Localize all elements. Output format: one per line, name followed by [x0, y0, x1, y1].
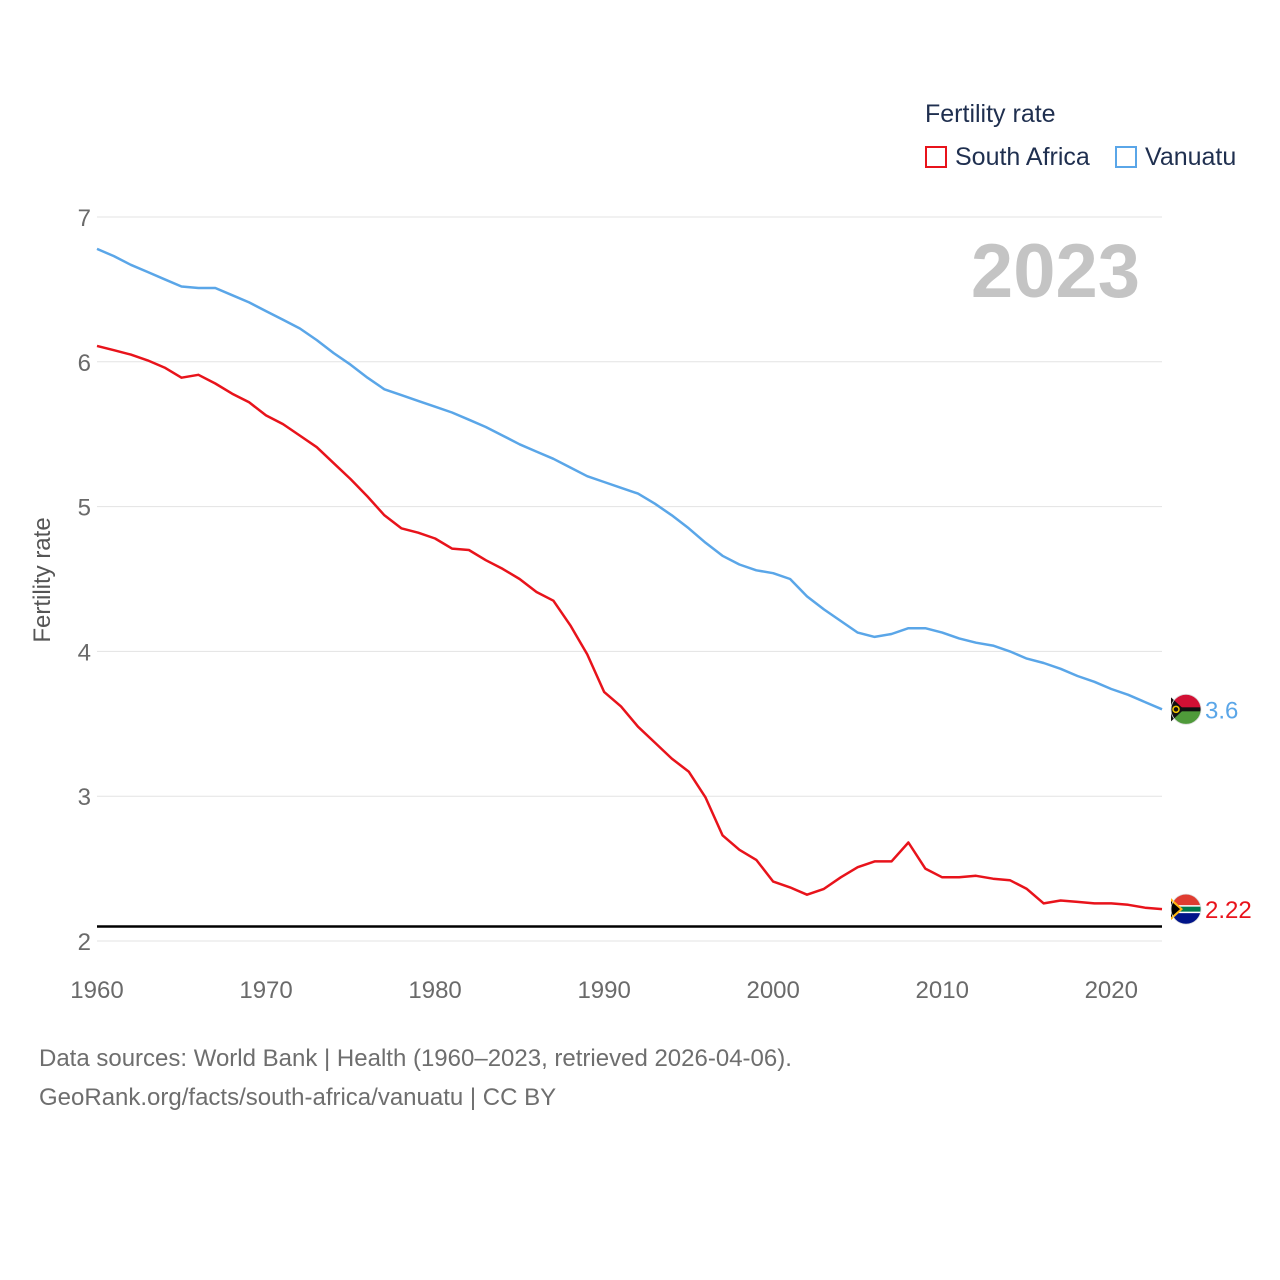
series-end-markers: 2.22 3.6 [1170, 693, 1252, 925]
y-axis-label: Fertility rate [29, 517, 56, 643]
legend-swatch-vanuatu [1115, 146, 1137, 168]
legend-label-south-africa: South Africa [955, 142, 1090, 171]
x-tick-label-1990: 1990 [577, 977, 630, 1004]
x-tick-label-1970: 1970 [239, 977, 292, 1004]
end-value-label-vanuatu: 3.6 [1205, 697, 1238, 724]
flag-icon-south-africa [1170, 893, 1202, 925]
x-tick-label-1960: 1960 [70, 977, 123, 1004]
footer-sources: Data sources: World Bank | Health (1960–… [39, 1045, 792, 1072]
footer-credit[interactable]: GeoRank.org/facts/south-africa/vanuatu |… [39, 1084, 557, 1111]
y-tick-label-6: 6 [78, 350, 91, 377]
series-lines [96, 247, 1163, 911]
gridlines [97, 216, 1162, 942]
y-tick-label-4: 4 [78, 639, 91, 666]
flag-icon-vanuatu [1170, 693, 1202, 725]
year-label: 2023 [970, 229, 1140, 314]
y-tick-label-7: 7 [78, 205, 91, 232]
y-tick-label-2: 2 [78, 929, 91, 956]
x-tick-label-2010: 2010 [916, 977, 969, 1004]
y-tick-label-5: 5 [78, 495, 91, 522]
x-tick-label-2020: 2020 [1085, 977, 1138, 1004]
legend-title: Fertility rate [925, 100, 1056, 128]
legend-swatch-south-africa [925, 146, 947, 168]
legend-item-south-africa[interactable]: South Africa [925, 141, 1090, 173]
legend-item-vanuatu[interactable]: Vanuatu [1115, 141, 1236, 173]
y-axis-ticks: 2 3 4 5 6 7 [78, 205, 91, 956]
end-value-label-south-africa: 2.22 [1205, 897, 1252, 924]
series-line-vanuatu [96, 247, 1163, 711]
x-axis-ticks: 1960 1970 1980 1990 2000 2010 2020 [70, 977, 1138, 1004]
series-line-south-africa [96, 344, 1163, 911]
y-tick-label-3: 3 [78, 784, 91, 811]
x-tick-label-1980: 1980 [408, 977, 461, 1004]
legend-label-vanuatu: Vanuatu [1145, 142, 1237, 171]
x-tick-label-2000: 2000 [746, 977, 799, 1004]
